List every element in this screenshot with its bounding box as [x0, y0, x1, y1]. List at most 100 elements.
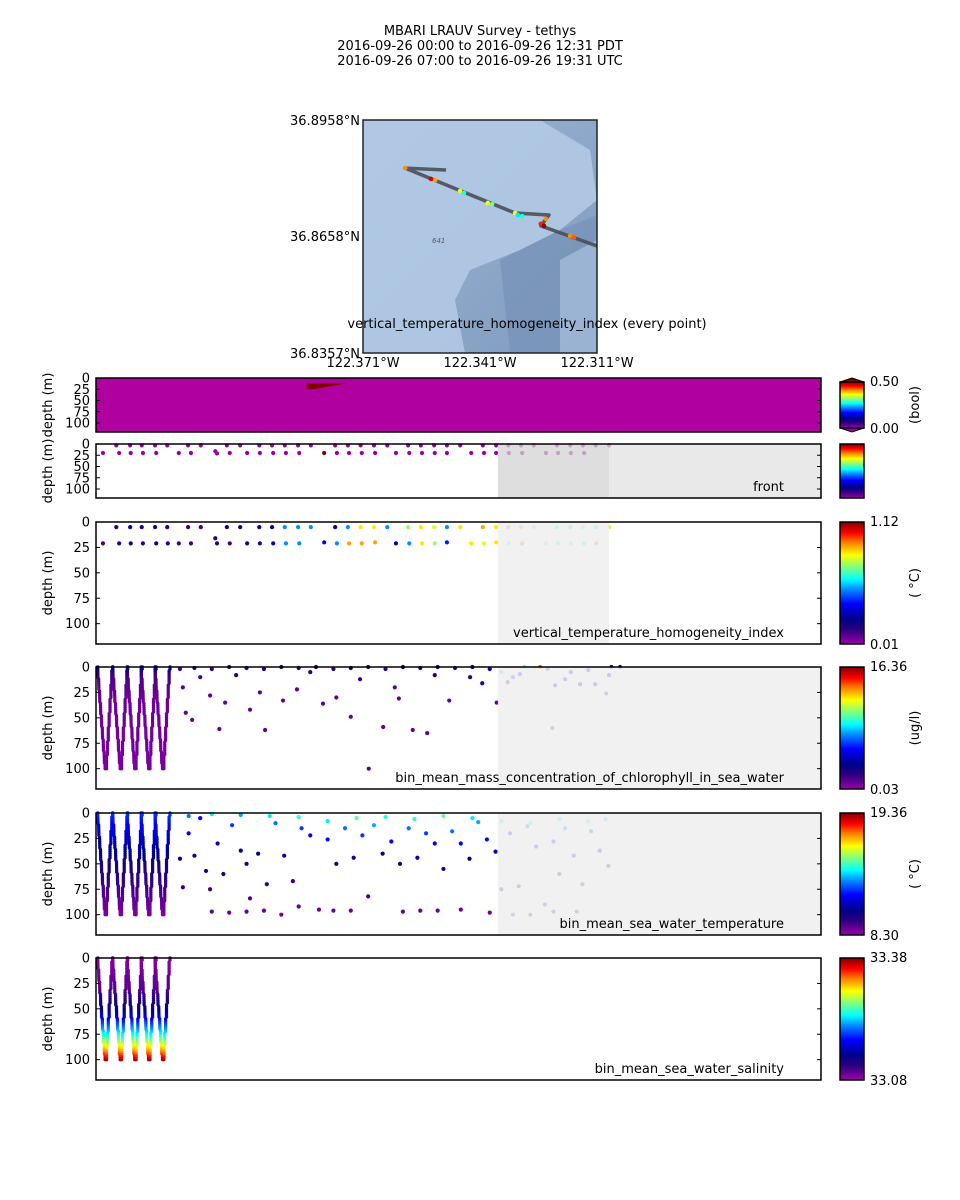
colorbar-units-label: ( °C) [908, 568, 923, 598]
data-point [198, 675, 203, 680]
y-tick-label: 100 [65, 1053, 90, 1068]
data-point [238, 812, 243, 818]
data-point [316, 907, 322, 912]
data-point [435, 908, 440, 913]
data-point [418, 524, 423, 530]
map-data-point [543, 216, 549, 222]
data-point [261, 908, 267, 913]
colorbar-gradient [839, 381, 865, 429]
data-point [128, 524, 133, 530]
panel-bin-mean-mass-concentration-of-chlorophyll-in-sea-water: 0 25 50 75 100 depth (m) bin_mean_mass_concent… [41, 660, 923, 798]
shaded-region [609, 444, 821, 498]
colorbar-max-label: 1.12 [870, 515, 899, 530]
y-tick-label: 75 [73, 471, 90, 486]
data-point [334, 541, 339, 546]
data-point [296, 814, 301, 820]
y-tick-label: 0 [82, 372, 90, 387]
colorbar-max-label: 16.36 [870, 660, 907, 675]
data-point [223, 700, 228, 705]
y-axis-label: depth (m) [41, 439, 56, 504]
plot-frame [95, 812, 822, 936]
colorbar-gradient [839, 666, 865, 790]
shaded-region [497, 667, 821, 789]
data-point [458, 907, 463, 912]
data-point [385, 524, 390, 530]
data-point [418, 908, 423, 913]
data-point [308, 524, 313, 530]
data-point [358, 524, 363, 530]
map-data-point [489, 201, 495, 207]
data-point [100, 450, 106, 456]
data-point [481, 541, 487, 546]
data-point [213, 536, 218, 541]
y-tick-label: 50 [73, 711, 90, 726]
data-point [397, 861, 403, 866]
y-tick-label: 0 [82, 516, 90, 531]
data-point [406, 826, 411, 831]
data-point [261, 666, 267, 672]
data-point [320, 701, 326, 706]
data-point [325, 819, 330, 824]
colorbar-gradient [839, 443, 865, 499]
data-point [373, 540, 378, 545]
data-point [238, 524, 243, 530]
data-point [203, 868, 209, 874]
data-point [245, 450, 250, 456]
y-tick-label: 50 [73, 1002, 90, 1017]
data-point [128, 450, 133, 456]
data-point [269, 524, 275, 530]
data-point [282, 853, 287, 858]
data-point [257, 450, 262, 456]
data-point [154, 541, 159, 546]
map-data-point [515, 212, 521, 218]
data-point [207, 887, 213, 892]
data-point [331, 908, 336, 913]
data-point [407, 541, 412, 546]
colorbar-max-label: 33.38 [870, 951, 907, 966]
data-point [256, 851, 261, 856]
panel-label: bin_mean_sea_water_temperature [560, 917, 784, 932]
colorbar-max-label: 19.36 [870, 806, 907, 821]
data-point [283, 450, 289, 456]
data-point [257, 690, 262, 695]
data-point [247, 896, 253, 901]
utc-time-range: 2016-09-26 07:00 to 2016-09-26 19:31 UTC [337, 54, 623, 69]
colorbar: 19.36 8.30 ( °C) [839, 806, 923, 944]
map-lon-label-mid: 122.341°W [443, 356, 516, 371]
data-point [487, 666, 492, 672]
plot-frame [95, 443, 822, 499]
data-point [334, 861, 339, 866]
data-point [359, 541, 364, 546]
data-point [476, 820, 481, 825]
map-data-point [461, 190, 467, 196]
map-data-point [428, 176, 434, 182]
data-point [373, 450, 378, 456]
data-point [415, 855, 420, 860]
map-frame [362, 119, 598, 354]
y-tick-label: 0 [82, 661, 90, 676]
data-point [227, 541, 232, 546]
data-points [96, 811, 611, 917]
y-tick-label: 75 [73, 1028, 90, 1043]
data-point [154, 450, 159, 456]
data-point [480, 681, 485, 686]
data-point [296, 904, 301, 909]
y-tick-label: 0 [82, 438, 90, 453]
data-point [245, 541, 250, 546]
y-tick-label: 100 [65, 483, 90, 498]
data-point [447, 698, 452, 703]
map-data-point [402, 165, 408, 171]
data-point [366, 894, 371, 899]
data-point [493, 849, 498, 854]
data-point [432, 524, 437, 530]
data-point [333, 524, 338, 530]
data-point [185, 524, 191, 530]
data-point [481, 450, 487, 456]
data-point [271, 541, 276, 546]
data-point [234, 673, 239, 678]
y-axis-label: depth (m) [41, 696, 56, 761]
y-axis-label: depth (m) [41, 373, 56, 438]
map-title: vertical_temperature_homogeneity_index (… [347, 317, 706, 332]
data-point [227, 450, 232, 456]
